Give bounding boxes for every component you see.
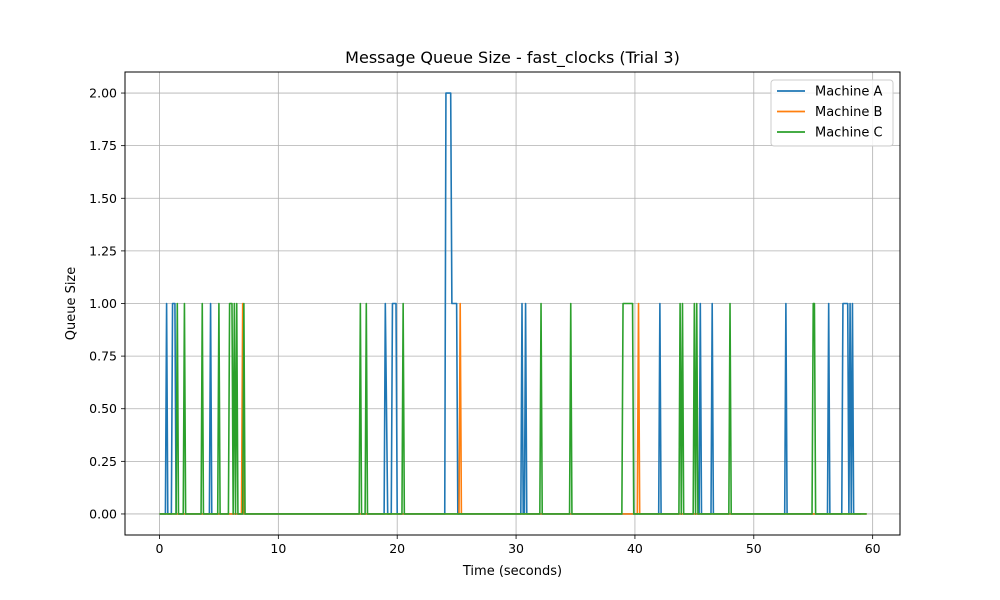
y-tick-label: 0.00 xyxy=(89,506,117,521)
x-tick-label: 0 xyxy=(155,541,163,556)
x-tick-label: 20 xyxy=(389,541,405,556)
y-tick-label: 1.25 xyxy=(89,243,117,258)
x-tick-label: 50 xyxy=(746,541,762,556)
legend: Machine A Machine B Machine C xyxy=(771,80,893,146)
legend-label-3: Machine C xyxy=(815,126,883,141)
y-axis-label: Queue Size xyxy=(64,267,79,341)
y-tick-label: 0.25 xyxy=(89,454,117,469)
x-tick-label: 60 xyxy=(865,541,881,556)
x-axis-label: Time (seconds) xyxy=(462,564,562,579)
x-tick-label: 10 xyxy=(270,541,286,556)
x-tick-label: 40 xyxy=(627,541,643,556)
y-tick-label: 1.75 xyxy=(89,138,117,153)
x-tick-label: 30 xyxy=(508,541,524,556)
legend-label-2: Machine B xyxy=(815,105,882,120)
y-tick-label: 1.50 xyxy=(89,191,117,206)
legend-label-1: Machine A xyxy=(815,85,883,100)
y-tick-label: 0.75 xyxy=(89,349,117,364)
y-tick-label: 2.00 xyxy=(89,86,117,101)
chart-title: Message Queue Size - fast_clocks (Trial … xyxy=(345,48,680,68)
y-tick-label: 0.50 xyxy=(89,401,117,416)
y-tick-label: 1.00 xyxy=(89,296,117,311)
